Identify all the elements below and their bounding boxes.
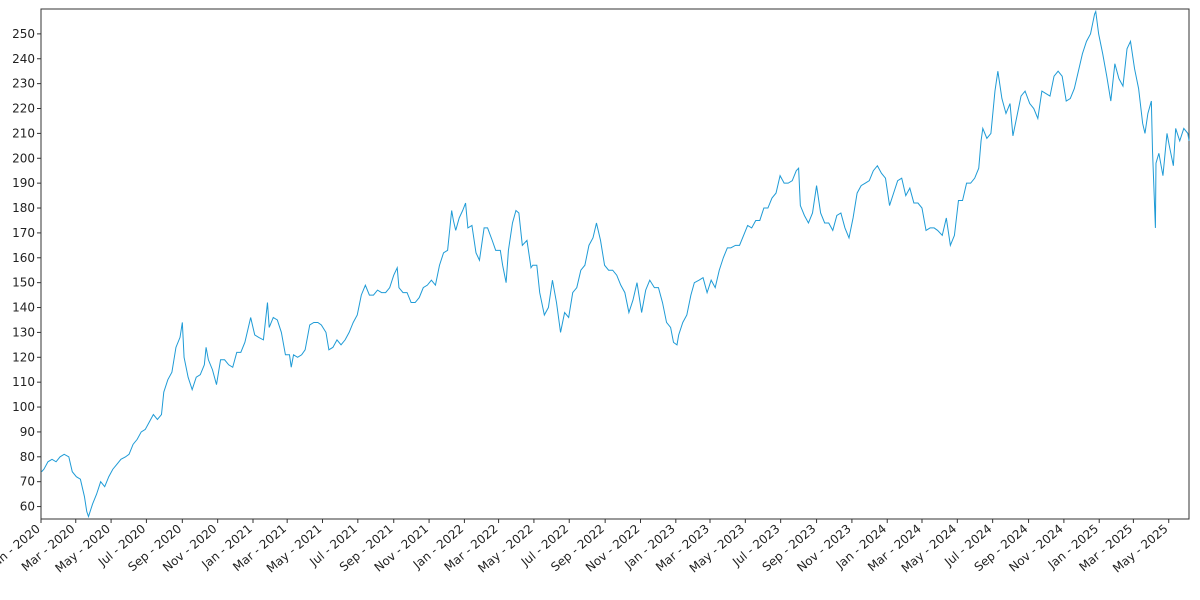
y-tick-label: 130 [12,325,35,339]
y-tick-label: 110 [12,375,35,389]
y-tick-label: 210 [12,126,35,140]
y-tick-label: 120 [12,350,35,364]
series-line [41,9,1190,519]
y-tick-label: 250 [12,27,35,41]
y-axis: 60 70 80 90 100 110 120 130 140 150 160 170 180 190 20… [12,27,41,514]
y-tick-label: 60 [20,500,35,514]
y-tick-label: 220 [12,102,35,116]
y-tick-label: 70 [20,475,35,489]
y-tick-label: 150 [12,276,35,290]
y-tick-label: 170 [12,226,35,240]
plot-frame [40,8,1190,520]
y-tick-label: 200 [12,151,35,165]
y-tick-label: 100 [12,400,35,414]
y-tick-label: 160 [12,251,35,265]
y-tick-label: 190 [12,176,35,190]
y-tick-label: 230 [12,77,35,91]
y-tick-label: 80 [20,450,35,464]
y-tick-label: 90 [20,425,35,439]
y-tick-label: 240 [12,52,35,66]
y-tick-label: 140 [12,301,35,315]
y-tick-label: 180 [12,201,35,215]
plot-area [40,8,1190,520]
